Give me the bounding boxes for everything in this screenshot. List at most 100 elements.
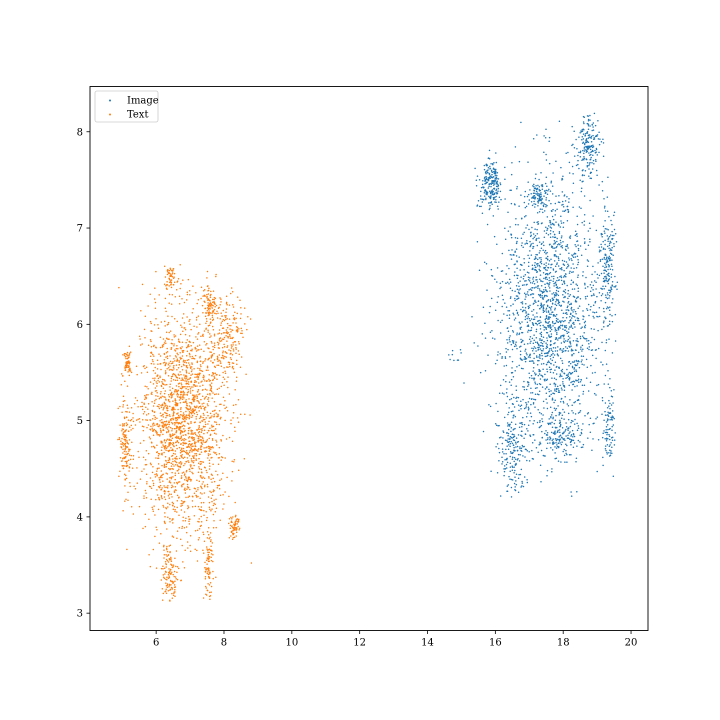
data-point-image <box>578 395 580 397</box>
data-point-image <box>561 427 564 429</box>
data-point-image <box>514 146 517 148</box>
data-point-image <box>545 347 547 349</box>
data-point-image <box>586 145 588 148</box>
data-point-image <box>503 465 506 467</box>
data-point-image <box>511 371 514 374</box>
data-point-text <box>198 466 200 468</box>
data-point-image <box>590 156 592 159</box>
data-point-image <box>572 182 575 184</box>
data-point-image <box>550 333 553 335</box>
data-point-text <box>219 494 222 497</box>
data-point-image <box>589 145 591 148</box>
data-point-text <box>202 441 204 443</box>
data-point-text <box>176 469 179 472</box>
data-point-image <box>500 286 502 288</box>
data-point-text <box>167 398 170 401</box>
data-point-text <box>141 419 144 421</box>
data-point-image <box>602 155 605 157</box>
data-point-image <box>582 443 585 446</box>
data-point-image <box>553 233 556 236</box>
data-point-text <box>211 424 213 426</box>
data-point-text <box>195 373 198 376</box>
data-point-image <box>550 349 553 351</box>
data-point-image <box>561 414 564 417</box>
data-point-image <box>583 315 585 318</box>
data-point-image <box>558 232 561 234</box>
data-point-text <box>178 399 181 401</box>
data-point-text <box>169 386 171 388</box>
data-point-image <box>533 398 535 400</box>
data-point-text <box>167 399 170 402</box>
data-point-image <box>542 350 544 352</box>
data-point-image <box>505 282 507 284</box>
data-point-text <box>164 370 167 372</box>
data-point-image <box>560 461 562 463</box>
data-point-text <box>202 549 204 551</box>
data-point-text <box>132 513 135 515</box>
data-point-text <box>150 322 152 325</box>
data-point-image <box>530 243 533 245</box>
data-point-image <box>566 332 569 335</box>
data-point-text <box>132 455 135 457</box>
data-point-image <box>605 339 608 341</box>
data-point-text <box>182 412 185 414</box>
data-point-image <box>554 209 557 212</box>
data-point-image <box>549 422 551 424</box>
data-point-image <box>573 401 575 404</box>
data-point-text <box>146 371 149 373</box>
data-point-text <box>177 437 180 440</box>
data-point-image <box>552 292 555 294</box>
data-point-image <box>577 379 579 382</box>
data-point-text <box>160 406 163 408</box>
data-point-image <box>495 189 497 192</box>
data-point-image <box>509 287 512 290</box>
data-point-text <box>176 437 178 439</box>
data-point-image <box>589 431 592 434</box>
data-point-image <box>552 416 554 419</box>
data-point-image <box>563 281 565 283</box>
data-point-text <box>232 303 234 306</box>
data-point-image <box>516 347 518 350</box>
data-point-text <box>196 434 198 437</box>
data-point-text <box>180 500 183 502</box>
data-point-image <box>592 289 594 291</box>
data-point-text <box>208 477 210 479</box>
data-point-text <box>158 477 160 479</box>
data-point-image <box>605 363 608 365</box>
data-point-image <box>535 173 537 175</box>
data-point-image <box>549 230 552 232</box>
data-point-text <box>165 398 167 400</box>
data-point-text <box>187 359 190 361</box>
data-point-image <box>558 259 560 261</box>
data-point-image <box>533 372 536 374</box>
data-point-image <box>511 162 513 164</box>
data-point-image <box>577 287 580 290</box>
data-point-text <box>186 446 188 448</box>
data-point-text <box>209 446 211 448</box>
data-point-image <box>508 475 510 478</box>
data-point-image <box>564 326 566 328</box>
data-point-text <box>171 501 174 504</box>
data-point-image <box>598 307 601 309</box>
data-point-text <box>187 414 189 416</box>
data-point-text <box>175 347 178 350</box>
data-point-image <box>542 307 545 310</box>
data-point-text <box>172 463 174 466</box>
data-point-text <box>200 407 202 409</box>
data-point-image <box>539 338 541 340</box>
data-point-text <box>182 447 185 450</box>
data-point-text <box>150 345 153 348</box>
data-point-text <box>188 442 191 445</box>
data-point-image <box>474 167 476 170</box>
data-point-text <box>153 402 156 405</box>
data-point-image <box>541 375 543 377</box>
data-point-image <box>591 273 593 276</box>
data-point-image <box>501 451 504 453</box>
data-point-text <box>220 332 223 335</box>
data-point-image <box>556 333 558 336</box>
data-point-image <box>511 249 513 251</box>
data-point-text <box>183 397 185 399</box>
data-point-image <box>503 365 505 367</box>
data-point-image <box>546 337 548 339</box>
data-point-text <box>216 415 218 418</box>
